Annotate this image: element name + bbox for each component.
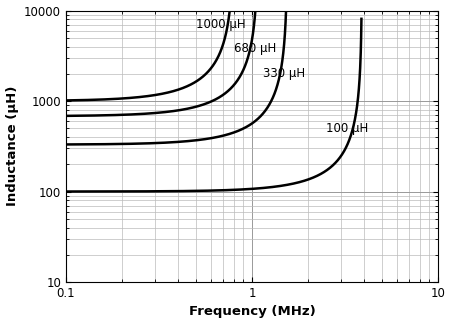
Text: 330 μH: 330 μH xyxy=(263,67,305,80)
Y-axis label: Inductance (μH): Inductance (μH) xyxy=(5,86,18,206)
Text: 100 μH: 100 μH xyxy=(326,122,368,135)
X-axis label: Frequency (MHz): Frequency (MHz) xyxy=(189,306,315,318)
Text: 680 μH: 680 μH xyxy=(234,42,276,55)
Text: 1000 μH: 1000 μH xyxy=(196,18,246,31)
